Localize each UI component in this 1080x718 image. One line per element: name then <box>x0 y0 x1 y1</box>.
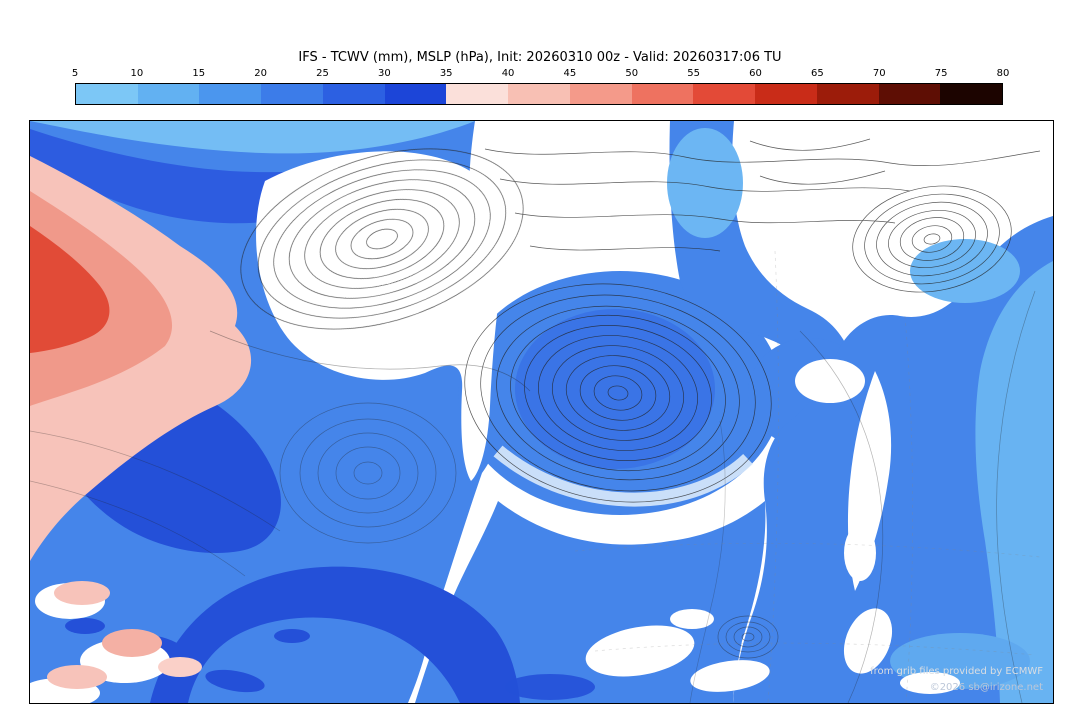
colorbar-segment <box>508 84 570 104</box>
colorbar-segment <box>384 84 447 104</box>
colorbar-segment <box>878 84 941 104</box>
colorbar-tick-labels: 5 10 15 20 25 30 35 40 45 50 55 60 65 70… <box>71 68 1010 81</box>
tick-label: 40 <box>501 68 515 79</box>
tick-label: 15 <box>192 68 206 79</box>
copyright-credit: ©2026 sb@irizone.net <box>929 682 1043 693</box>
tick-label: 65 <box>811 68 824 79</box>
colorbar: 5 10 15 20 25 30 35 40 45 50 55 60 65 70… <box>71 68 1010 105</box>
colorbar-segment <box>261 84 323 104</box>
map-svg <box>30 121 1053 703</box>
colorbar-segment <box>631 84 694 104</box>
data-source-credit: from grib files provided by ECMWF <box>870 666 1043 677</box>
colorbar-gradient <box>75 83 1003 105</box>
tcwv-shading-layer <box>30 121 1053 703</box>
tick-label: 60 <box>749 68 762 79</box>
colorbar-segment <box>76 84 138 104</box>
tick-label: 25 <box>316 68 329 79</box>
colorbar-segment <box>322 84 385 104</box>
tick-label: 55 <box>687 68 701 79</box>
colorbar-segment <box>755 84 817 104</box>
colorbar-segment <box>137 84 200 104</box>
tick-label: 80 <box>996 68 1010 79</box>
tick-label: 75 <box>934 68 948 79</box>
tick-label: 30 <box>377 68 391 79</box>
colorbar-segment <box>940 84 1003 104</box>
tick-label: 10 <box>130 68 144 79</box>
tick-label: 50 <box>625 68 639 79</box>
colorbar-segment <box>199 84 262 104</box>
colorbar-segment <box>569 84 632 104</box>
colorbar-segment <box>693 84 756 104</box>
weather-map: from grib files provided by ECMWF ©2026 … <box>29 120 1054 704</box>
tick-label: 5 <box>71 68 79 79</box>
tick-label: 45 <box>563 68 577 79</box>
colorbar-segment <box>816 84 879 104</box>
chart-title: IFS - TCWV (mm), MSLP (hPa), Init: 20260… <box>298 50 782 65</box>
colorbar-segment <box>446 84 509 104</box>
tick-label: 35 <box>439 68 453 79</box>
tick-label: 20 <box>254 68 267 79</box>
tick-label: 70 <box>872 68 886 79</box>
mslp-contours-layer <box>30 138 1041 703</box>
